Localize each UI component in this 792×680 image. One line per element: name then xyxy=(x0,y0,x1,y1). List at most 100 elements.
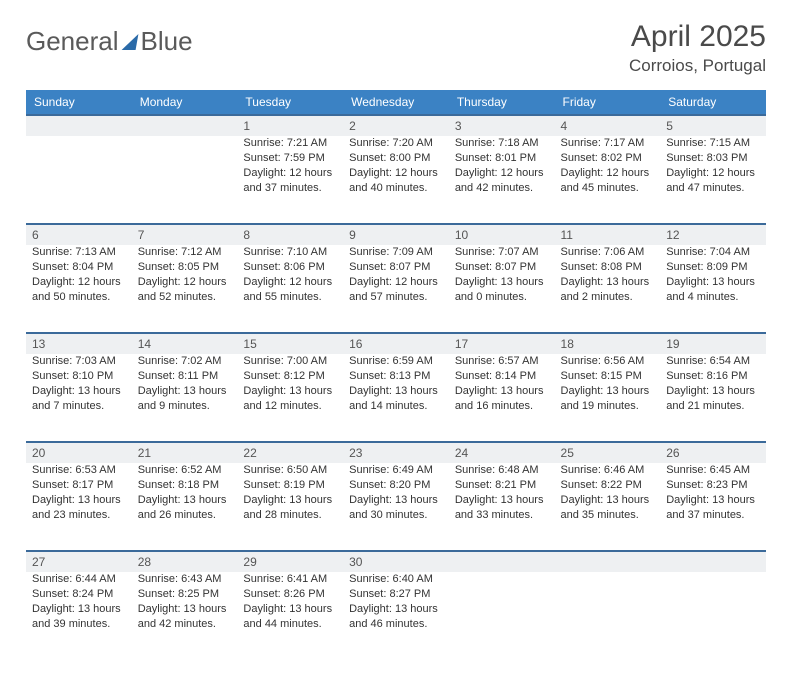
daylight-line2: and 45 minutes. xyxy=(561,181,655,196)
daylight-line2: and 40 minutes. xyxy=(349,181,443,196)
week-1-numbers: 6789101112 xyxy=(26,224,766,245)
daylight-line1: Daylight: 13 hours xyxy=(666,275,760,290)
logo-word1: General xyxy=(26,26,119,57)
day-header-thursday: Thursday xyxy=(449,90,555,115)
sunset-text: Sunset: 8:02 PM xyxy=(561,151,655,166)
calendar-body: 12345Sunrise: 7:21 AMSunset: 7:59 PMDayl… xyxy=(26,115,766,660)
week-0-content: Sunrise: 7:21 AMSunset: 7:59 PMDaylight:… xyxy=(26,136,766,224)
day-header-friday: Friday xyxy=(555,90,661,115)
sunrise-text: Sunrise: 6:57 AM xyxy=(455,354,549,369)
empty-cell xyxy=(449,572,555,660)
week-2-numbers: 13141516171819 xyxy=(26,333,766,354)
logo-word2: Blue xyxy=(141,26,193,57)
daylight-line1: Daylight: 13 hours xyxy=(455,493,549,508)
day-number-6: 6 xyxy=(26,224,132,245)
sunrise-text: Sunrise: 6:53 AM xyxy=(32,463,126,478)
sunrise-text: Sunrise: 7:00 AM xyxy=(243,354,337,369)
day-number-18: 18 xyxy=(555,333,661,354)
day-number-17: 17 xyxy=(449,333,555,354)
daylight-line1: Daylight: 12 hours xyxy=(455,166,549,181)
day-cell-7: Sunrise: 7:12 AMSunset: 8:05 PMDaylight:… xyxy=(132,245,238,333)
day-cell-28: Sunrise: 6:43 AMSunset: 8:25 PMDaylight:… xyxy=(132,572,238,660)
sunrise-text: Sunrise: 6:48 AM xyxy=(455,463,549,478)
sunrise-text: Sunrise: 6:43 AM xyxy=(138,572,232,587)
logo: General Blue xyxy=(26,26,193,57)
sunset-text: Sunset: 8:17 PM xyxy=(32,478,126,493)
day-cell-18: Sunrise: 6:56 AMSunset: 8:15 PMDaylight:… xyxy=(555,354,661,442)
day-cell-12: Sunrise: 7:04 AMSunset: 8:09 PMDaylight:… xyxy=(660,245,766,333)
day-cell-27: Sunrise: 6:44 AMSunset: 8:24 PMDaylight:… xyxy=(26,572,132,660)
week-4-content: Sunrise: 6:44 AMSunset: 8:24 PMDaylight:… xyxy=(26,572,766,660)
daylight-line2: and 46 minutes. xyxy=(349,617,443,632)
sunset-text: Sunset: 8:10 PM xyxy=(32,369,126,384)
day-cell-23: Sunrise: 6:49 AMSunset: 8:20 PMDaylight:… xyxy=(343,463,449,551)
sunset-text: Sunset: 8:15 PM xyxy=(561,369,655,384)
day-cell-10: Sunrise: 7:07 AMSunset: 8:07 PMDaylight:… xyxy=(449,245,555,333)
daylight-line2: and 12 minutes. xyxy=(243,399,337,414)
day-number-15: 15 xyxy=(237,333,343,354)
daylight-line2: and 7 minutes. xyxy=(32,399,126,414)
day-cell-16: Sunrise: 6:59 AMSunset: 8:13 PMDaylight:… xyxy=(343,354,449,442)
daylight-line2: and 33 minutes. xyxy=(455,508,549,523)
daylight-line2: and 44 minutes. xyxy=(243,617,337,632)
sunrise-text: Sunrise: 6:40 AM xyxy=(349,572,443,587)
empty-cell xyxy=(132,136,238,224)
location-label: Corroios, Portugal xyxy=(629,56,766,76)
title-block: April 2025 Corroios, Portugal xyxy=(629,20,766,76)
daylight-line1: Daylight: 12 hours xyxy=(243,275,337,290)
sunrise-text: Sunrise: 7:09 AM xyxy=(349,245,443,260)
day-cell-30: Sunrise: 6:40 AMSunset: 8:27 PMDaylight:… xyxy=(343,572,449,660)
day-number-10: 10 xyxy=(449,224,555,245)
daylight-line1: Daylight: 13 hours xyxy=(138,602,232,617)
sunrise-text: Sunrise: 7:02 AM xyxy=(138,354,232,369)
sunset-text: Sunset: 8:00 PM xyxy=(349,151,443,166)
empty-cell xyxy=(26,136,132,224)
daylight-line2: and 37 minutes. xyxy=(666,508,760,523)
day-number-8: 8 xyxy=(237,224,343,245)
sunset-text: Sunset: 8:18 PM xyxy=(138,478,232,493)
sunrise-text: Sunrise: 6:52 AM xyxy=(138,463,232,478)
day-number-9: 9 xyxy=(343,224,449,245)
day-cell-15: Sunrise: 7:00 AMSunset: 8:12 PMDaylight:… xyxy=(237,354,343,442)
sunset-text: Sunset: 8:26 PM xyxy=(243,587,337,602)
daylight-line1: Daylight: 12 hours xyxy=(666,166,760,181)
day-cell-2: Sunrise: 7:20 AMSunset: 8:00 PMDaylight:… xyxy=(343,136,449,224)
sunrise-text: Sunrise: 6:56 AM xyxy=(561,354,655,369)
daylight-line2: and 23 minutes. xyxy=(32,508,126,523)
daylight-line2: and 28 minutes. xyxy=(243,508,337,523)
sunrise-text: Sunrise: 7:17 AM xyxy=(561,136,655,151)
sunset-text: Sunset: 8:27 PM xyxy=(349,587,443,602)
calendar-table: SundayMondayTuesdayWednesdayThursdayFrid… xyxy=(26,90,766,660)
day-number-3: 3 xyxy=(449,115,555,136)
sunrise-text: Sunrise: 7:15 AM xyxy=(666,136,760,151)
day-cell-13: Sunrise: 7:03 AMSunset: 8:10 PMDaylight:… xyxy=(26,354,132,442)
sunrise-text: Sunrise: 7:21 AM xyxy=(243,136,337,151)
week-2-content: Sunrise: 7:03 AMSunset: 8:10 PMDaylight:… xyxy=(26,354,766,442)
daylight-line2: and 4 minutes. xyxy=(666,290,760,305)
day-number-13: 13 xyxy=(26,333,132,354)
sunrise-text: Sunrise: 6:49 AM xyxy=(349,463,443,478)
daylight-line2: and 16 minutes. xyxy=(455,399,549,414)
header: General Blue April 2025 Corroios, Portug… xyxy=(26,20,766,76)
daylight-line2: and 0 minutes. xyxy=(455,290,549,305)
sunrise-text: Sunrise: 6:45 AM xyxy=(666,463,760,478)
week-0-numbers: 12345 xyxy=(26,115,766,136)
daylight-line1: Daylight: 13 hours xyxy=(32,602,126,617)
daylight-line2: and 42 minutes. xyxy=(455,181,549,196)
daylight-line1: Daylight: 13 hours xyxy=(243,384,337,399)
day-cell-3: Sunrise: 7:18 AMSunset: 8:01 PMDaylight:… xyxy=(449,136,555,224)
sunrise-text: Sunrise: 6:41 AM xyxy=(243,572,337,587)
daylight-line1: Daylight: 13 hours xyxy=(349,384,443,399)
daylight-line1: Daylight: 12 hours xyxy=(138,275,232,290)
day-header-wednesday: Wednesday xyxy=(343,90,449,115)
sunrise-text: Sunrise: 7:07 AM xyxy=(455,245,549,260)
daylight-line2: and 39 minutes. xyxy=(32,617,126,632)
week-4-numbers: 27282930 xyxy=(26,551,766,572)
day-cell-6: Sunrise: 7:13 AMSunset: 8:04 PMDaylight:… xyxy=(26,245,132,333)
day-number-7: 7 xyxy=(132,224,238,245)
daylight-line2: and 47 minutes. xyxy=(666,181,760,196)
sunset-text: Sunset: 8:22 PM xyxy=(561,478,655,493)
day-header-tuesday: Tuesday xyxy=(237,90,343,115)
day-number-2: 2 xyxy=(343,115,449,136)
daylight-line2: and 19 minutes. xyxy=(561,399,655,414)
